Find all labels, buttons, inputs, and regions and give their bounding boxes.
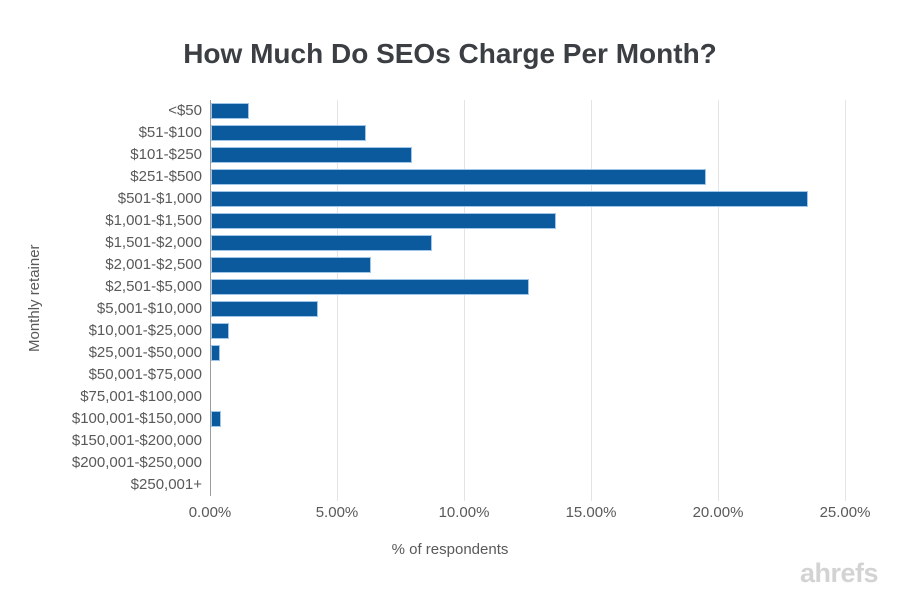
y-axis-label: $150,001-$200,000 (71, 432, 202, 449)
y-axis-label: $2,501-$5,000 (105, 278, 202, 295)
y-axis-label: $1,501-$2,000 (105, 234, 202, 251)
gridline (464, 100, 465, 501)
bar (211, 279, 529, 295)
gridline (718, 100, 719, 501)
bar (211, 147, 412, 163)
bar (211, 191, 808, 207)
bar (211, 301, 318, 317)
plot-area (210, 100, 856, 501)
y-axis-label: $1,001-$1,500 (105, 212, 202, 229)
x-axis-tick-label: 0.00% (188, 504, 232, 521)
x-axis-tick-label: 10.00% (438, 504, 490, 521)
bar (211, 257, 372, 273)
y-axis-label: <$50 (168, 102, 202, 119)
y-axis-label: $2,001-$2,500 (105, 256, 202, 273)
gridline (591, 100, 592, 501)
y-axis-label: $101-$250 (130, 146, 202, 163)
chart-title: How Much Do SEOs Charge Per Month? (183, 38, 717, 69)
y-axis-label: $100,001-$150,000 (71, 410, 202, 427)
x-axis-tick-label: 25.00% (819, 504, 871, 521)
y-axis-labels: <$50 $51-$100 $101-$250 $251-$500 $501-$1,00… (0, 100, 202, 496)
ahrefs-logo: ahrefs (799, 558, 879, 588)
y-axis-label: $200,001-$250,000 (71, 454, 202, 471)
y-axis-label: $25,001-$50,000 (88, 344, 202, 361)
x-axis-tick-label: 15.00% (565, 504, 617, 521)
bar (211, 125, 366, 141)
bar (211, 345, 220, 361)
bar (211, 169, 707, 185)
y-axis-label: $10,001-$25,000 (88, 322, 202, 339)
y-axis-line (210, 100, 211, 496)
y-axis-label: $250,001+ (130, 476, 202, 493)
y-axis-label: $75,001-$100,000 (80, 388, 202, 405)
x-axis-title: % of respondents (391, 541, 509, 558)
y-axis-label: $51-$100 (138, 124, 202, 141)
bar (211, 213, 557, 229)
y-axis-label: $501-$1,000 (117, 190, 202, 207)
y-axis-label: $50,001-$75,000 (88, 366, 202, 383)
gridline (337, 100, 338, 501)
bar (211, 411, 222, 427)
bar (211, 103, 250, 119)
x-axis-tick-label: 20.00% (692, 504, 744, 521)
bar (211, 235, 432, 251)
y-axis-label: $5,001-$10,000 (96, 300, 202, 317)
x-axis-tick-label: 5.00% (315, 504, 359, 521)
gridline (845, 100, 846, 501)
y-axis-label: $251-$500 (130, 168, 202, 185)
bar (211, 323, 229, 339)
